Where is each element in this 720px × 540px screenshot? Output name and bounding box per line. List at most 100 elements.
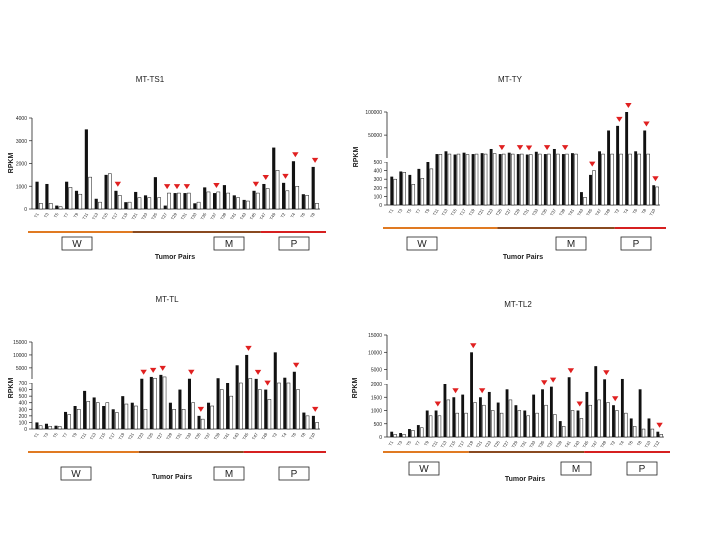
x-tick-label: T11 — [80, 431, 88, 440]
bar-normal — [526, 415, 530, 438]
group-label-box: M — [555, 236, 587, 251]
bar-tumor — [452, 397, 456, 437]
bar-normal — [535, 412, 539, 438]
bar-normal — [583, 197, 587, 206]
bar-tumor — [92, 397, 96, 429]
x-tick-label: T3 — [396, 439, 403, 446]
bar-tumor — [283, 377, 287, 429]
bar-tumor — [594, 366, 598, 437]
bar-tumor — [226, 383, 230, 429]
x-tick-label: T8 — [300, 431, 307, 438]
bar-tumor — [235, 365, 239, 429]
bar-normal — [455, 412, 459, 438]
bar-normal — [162, 376, 167, 430]
bar-normal — [633, 426, 637, 438]
marker-arrow-icon — [470, 343, 477, 349]
bar-normal — [191, 402, 195, 430]
y-tick-label: 2000 — [16, 162, 27, 168]
x-tick-label: T31 — [519, 439, 527, 448]
y-tick-label: 10000 — [13, 353, 27, 359]
x-tick-label: T21 — [477, 207, 485, 216]
bar-normal — [393, 434, 397, 438]
y-tick-label: 600 — [19, 388, 28, 394]
bar-tumor — [549, 386, 553, 437]
bar-normal — [659, 434, 663, 438]
x-tick-label: T9 — [71, 431, 78, 438]
x-tick-label: T23 — [486, 207, 494, 216]
bar-tumor — [390, 431, 394, 437]
bar-normal — [226, 192, 231, 210]
x-tick-label: T45 — [585, 207, 593, 216]
bar-normal — [127, 201, 132, 210]
group-label-box: W — [61, 236, 93, 251]
y-tick-label: 10000 — [368, 350, 382, 356]
bar-tumor — [534, 151, 538, 205]
y-tick-label: 700 — [19, 381, 28, 387]
x-tick-label: T15 — [98, 431, 106, 440]
bar-normal — [147, 197, 152, 210]
bar-tumor — [416, 425, 420, 437]
x-tick-label: T1 — [33, 431, 40, 438]
x-tick-label: T43 — [576, 207, 584, 216]
bar-normal — [517, 410, 522, 438]
bar-normal — [641, 428, 646, 438]
bar-normal — [473, 402, 477, 438]
bar-tumor — [462, 152, 466, 205]
bar-normal — [239, 382, 243, 430]
bar-normal — [229, 395, 234, 430]
bar-tumor — [541, 389, 544, 437]
bar-tumor — [222, 185, 227, 209]
bar-normal — [553, 414, 557, 438]
bar-normal — [210, 405, 214, 430]
bar-normal — [411, 184, 416, 206]
bar-normal — [236, 197, 240, 210]
group-label-box: P — [278, 466, 310, 481]
x-tick-label: T17 — [459, 207, 467, 216]
bar-normal — [544, 404, 548, 438]
bar-normal — [58, 206, 63, 210]
group-label-p: P — [633, 239, 640, 250]
x-tick-label: T29 — [511, 439, 519, 448]
panel-mt-tl2: MT-TL2 RPKM 0 500 1000 1500 2000 5000 10000 150… — [352, 300, 670, 483]
bar-tumor — [187, 378, 191, 429]
marker-arrow-icon — [452, 388, 459, 394]
x-tick-label: T7 — [63, 211, 70, 218]
x-tick-label: T35 — [540, 207, 548, 216]
bar-tumor — [598, 151, 601, 205]
x-tick-label: T43 — [232, 431, 240, 440]
x-tick-label: T12 — [652, 439, 660, 448]
marker-arrow-icon — [140, 369, 147, 375]
x-tick-label: T43 — [573, 439, 581, 448]
bar-normal — [402, 434, 406, 438]
bar-tumor — [104, 174, 108, 209]
bar-normal — [446, 399, 451, 438]
bar-normal — [315, 203, 319, 210]
bar-tumor — [634, 151, 638, 205]
y-tick-label: 1000 — [371, 409, 382, 415]
bar-tumor — [558, 421, 562, 437]
chart-title: MT-TY — [498, 75, 523, 84]
x-tick-label: T10 — [644, 439, 652, 448]
bar-normal — [428, 415, 433, 438]
bar-tumor — [607, 130, 611, 205]
x-tick-label: T45 — [582, 439, 590, 448]
bar-normal — [153, 377, 157, 430]
x-tick-label: T31 — [180, 211, 188, 220]
x-tick-label: T2 — [613, 207, 620, 214]
y-tick-label: 400 — [374, 169, 383, 175]
group-label-p: P — [291, 469, 298, 480]
bar-tumor — [311, 415, 315, 429]
group-label-w: W — [419, 464, 429, 475]
x-tick-label: T41 — [567, 207, 575, 216]
x-tick-label: T17 — [457, 439, 465, 448]
marker-arrow-icon — [589, 161, 596, 167]
marker-arrow-icon — [254, 369, 262, 375]
bar-normal — [547, 153, 551, 206]
x-tick-label: T17 — [108, 431, 116, 440]
bar-tumor — [254, 378, 258, 429]
bar-tumor — [149, 376, 153, 429]
bar-tumor — [408, 174, 412, 205]
bar-tumor — [408, 429, 411, 437]
bar-tumor — [580, 192, 583, 205]
